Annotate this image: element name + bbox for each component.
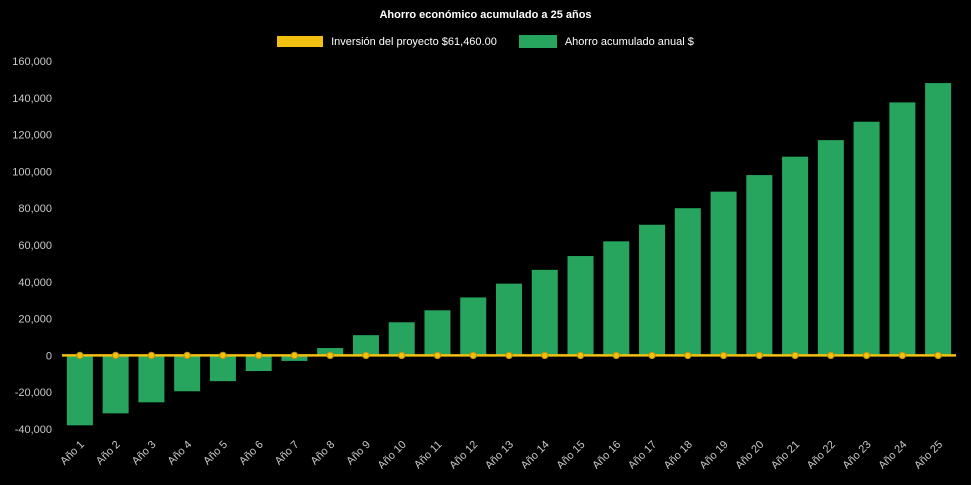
line-marker-ano-20 <box>755 351 764 360</box>
bar-ano-5 <box>209 355 236 382</box>
x-axis-label-ano-2: Año 2 <box>94 439 123 468</box>
x-axis-label-ano-10: Año 10 <box>376 439 409 469</box>
x-axis-label-ano-15: Año 15 <box>554 439 587 469</box>
y-tick-label: -20,000 <box>15 387 52 399</box>
y-tick-label: 160,000 <box>12 56 52 68</box>
y-tick-label: 80,000 <box>18 203 52 215</box>
line-marker-ano-22 <box>827 351 835 360</box>
x-axis-label-ano-4: Año 4 <box>165 439 194 468</box>
y-tick-label: 20,000 <box>18 314 52 326</box>
line-marker-ano-6 <box>254 351 263 360</box>
x-axis-label-ano-24: Año 24 <box>876 439 909 469</box>
x-axis-label-ano-9: Año 9 <box>344 439 373 468</box>
line-marker-ano-19 <box>719 351 728 360</box>
bar-ano-25 <box>925 83 952 356</box>
bar-ano-23 <box>853 121 880 356</box>
legend-item-savings[interactable]: Ahorro acumulado anual $ <box>518 35 694 48</box>
line-marker-ano-7 <box>290 351 299 360</box>
line-marker-ano-11 <box>433 351 442 360</box>
bar-ano-12 <box>460 297 487 356</box>
x-axis-label-ano-1: Año 1 <box>58 439 87 468</box>
line-marker-ano-5 <box>219 351 227 360</box>
line-marker-ano-15 <box>576 351 585 360</box>
x-axis-label-ano-19: Año 19 <box>698 439 731 469</box>
bar-ano-2 <box>102 355 129 414</box>
line-marker-ano-18 <box>684 351 692 360</box>
x-axis-label-ano-17: Año 17 <box>626 439 659 469</box>
bar-ano-21 <box>782 156 809 356</box>
x-axis-label-ano-25: Año 25 <box>912 439 945 469</box>
bar-ano-13 <box>496 283 522 356</box>
x-axis-label-ano-8: Año 8 <box>309 439 338 468</box>
bar-ano-1 <box>66 355 93 426</box>
x-axis-label-ano-20: Año 20 <box>733 439 766 469</box>
x-axis-label-ano-13: Año 13 <box>483 439 516 469</box>
investment-swatch-icon <box>277 36 324 47</box>
bar-ano-22 <box>817 140 844 356</box>
bar-ano-16 <box>603 241 630 356</box>
y-tick-label: -40,000 <box>15 424 52 436</box>
bar-ano-9 <box>352 335 379 356</box>
legend: Inversión del proyecto $61,460.00 Ahorro… <box>0 34 971 49</box>
line-marker-ano-9 <box>362 351 370 360</box>
legend-item-investment[interactable]: Inversión del proyecto $61,460.00 <box>277 36 497 48</box>
x-axis-label-ano-7: Año 7 <box>273 439 302 468</box>
savings-swatch-icon <box>518 35 557 48</box>
line-marker-ano-21 <box>791 351 799 360</box>
bar-ano-14 <box>531 269 558 356</box>
x-axis-label-ano-3: Año 3 <box>130 439 159 468</box>
x-axis-label-ano-23: Año 23 <box>841 439 874 469</box>
bar-ano-3 <box>138 355 165 403</box>
bar-ano-15 <box>567 256 594 356</box>
line-marker-ano-14 <box>541 351 549 360</box>
x-axis-label-ano-22: Año 22 <box>805 439 838 469</box>
line-marker-ano-16 <box>612 351 620 360</box>
line-marker-ano-24 <box>898 351 907 360</box>
line-marker-ano-4 <box>183 351 191 360</box>
bar-ano-24 <box>889 102 916 356</box>
x-axis-label-ano-6: Año 6 <box>237 439 266 468</box>
line-marker-ano-23 <box>862 351 871 360</box>
plot-area: 160,000 140,000 120,000 100,000 80,000 60,000… <box>12 56 956 472</box>
x-axis-label-ano-18: Año 18 <box>662 439 695 469</box>
bar-ano-11 <box>424 310 451 356</box>
bar-ano-10 <box>388 322 415 356</box>
line-marker-ano-2 <box>111 351 120 360</box>
x-axis-label-ano-12: Año 12 <box>447 439 480 469</box>
line-marker-ano-1 <box>76 351 84 360</box>
line-marker-ano-17 <box>648 351 656 360</box>
line-marker-ano-13 <box>505 351 513 360</box>
bar-ano-4 <box>174 355 201 392</box>
y-tick-label: 140,000 <box>12 93 52 105</box>
y-tick-label: 120,000 <box>12 130 52 142</box>
line-marker-ano-12 <box>469 351 477 360</box>
bar-ano-6 <box>245 355 272 372</box>
bar-ano-18 <box>674 208 701 356</box>
y-tick-label: 40,000 <box>18 277 52 289</box>
x-axis-label-ano-16: Año 16 <box>590 439 623 469</box>
line-marker-ano-10 <box>398 351 406 360</box>
y-tick-label: 0 <box>46 350 52 362</box>
legend-label-savings: Ahorro acumulado anual $ <box>564 35 694 48</box>
bar-ano-17 <box>639 224 666 356</box>
bar-ano-20 <box>746 175 773 356</box>
bar-ano-19 <box>710 191 737 356</box>
x-axis-label-ano-5: Año 5 <box>201 439 230 468</box>
chart-title: Ahorro económico acumulado a 25 años <box>379 9 592 21</box>
line-marker-ano-25 <box>934 351 942 360</box>
line-marker-ano-8 <box>326 351 334 360</box>
x-axis-label-ano-14: Año 14 <box>519 439 552 469</box>
legend-label-investment: Inversión del proyecto $61,460.00 <box>331 35 497 48</box>
y-tick-label: 100,000 <box>12 166 52 178</box>
x-axis-label-ano-11: Año 11 <box>412 439 445 469</box>
y-tick-label: 60,000 <box>18 240 52 252</box>
x-axis-label-ano-21: Año 21 <box>769 439 802 469</box>
line-marker-ano-3 <box>147 351 156 360</box>
